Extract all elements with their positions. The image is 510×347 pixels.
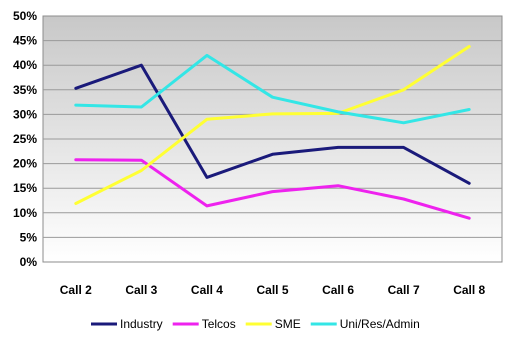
y-tick-label: 5% [20,230,38,244]
x-tick-label: Call 7 [388,283,420,297]
series-line [74,158,471,220]
series-line [74,53,471,125]
legend-label: Telcos [202,317,236,331]
y-tick-label: 40% [13,58,37,72]
legend: Industry Telcos SME Uni/Res/Admin [91,317,420,331]
y-tick-label: 35% [13,83,37,97]
x-tick-label: Call 6 [322,283,354,297]
x-tick-label: Call 4 [191,283,223,297]
x-tick-label: Call 5 [256,283,288,297]
legend-label: Industry [120,317,163,331]
y-tick-label: 10% [13,206,37,220]
x-tick-label: Call 8 [453,283,485,297]
series-line [74,63,471,185]
y-tick-label: 30% [13,107,37,121]
y-axis-tick-labels: 0% 5% 10% 15% 20% 25% 30% 35% 40% 45% 50% [13,9,37,269]
legend-label: Uni/Res/Admin [340,317,420,331]
y-tick-label: 0% [20,255,38,269]
legend-label: SME [275,317,301,331]
series-lines [74,45,471,220]
x-axis-tick-labels: Call 2 Call 3 Call 4 Call 5 Call 6 Call 7 Call… [60,283,486,297]
y-tick-label: 15% [13,181,37,195]
x-tick-label: Call 3 [125,283,157,297]
y-tick-label: 50% [13,9,37,23]
y-tick-label: 20% [13,157,37,171]
series-line [74,45,471,205]
y-tick-label: 25% [13,132,37,146]
x-tick-label: Call 2 [60,283,92,297]
y-tick-label: 45% [13,34,37,48]
